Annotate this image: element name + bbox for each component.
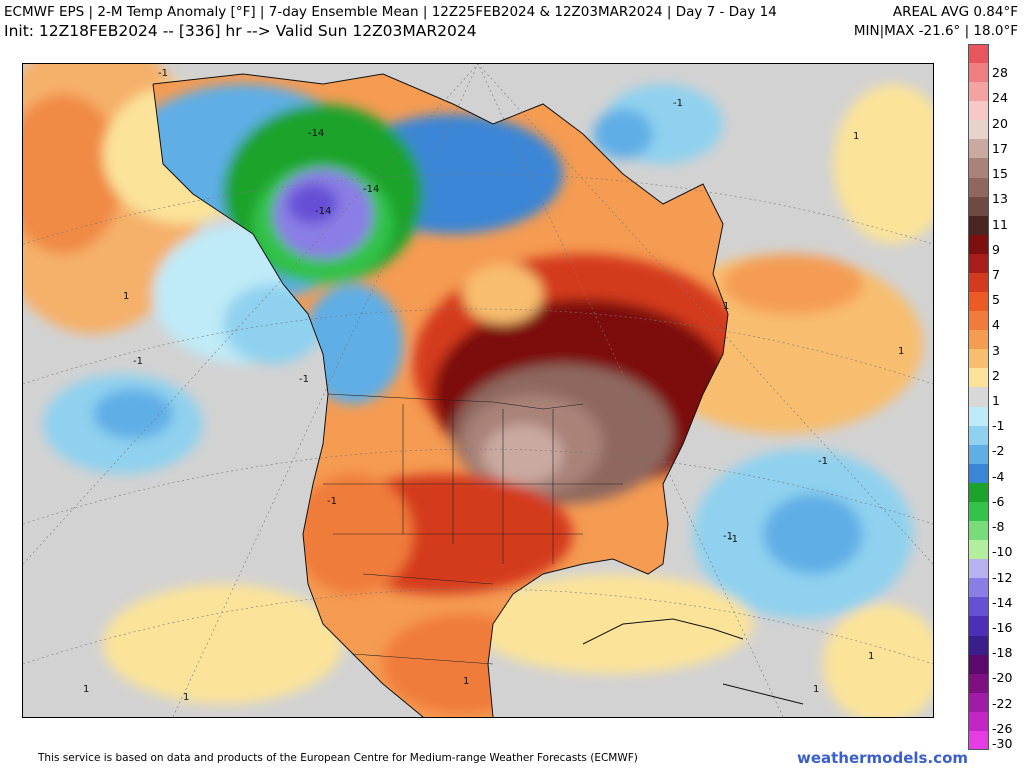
legend-swatch [968,463,1024,484]
graticule [23,64,933,717]
contour-label: 1 [723,301,729,312]
legend-label: -14 [992,595,1013,610]
legend-label: 2 [992,368,1000,383]
legend-swatch [968,730,1024,751]
contour-label: 1 [868,651,874,662]
legend-swatch [968,101,1024,121]
legend-label: -10 [992,544,1013,559]
legend-label: -18 [992,645,1013,660]
legend-label: -16 [992,620,1013,635]
legend-swatch [968,158,1024,179]
init-valid-time: Init: 12Z18FEB2024 -- [336] hr --> Valid… [4,22,477,40]
color-legend: 28 24 20 17 15 13 11 9 7 5 4 3 2 1 -1 -2 -4 -6 -8 -10 -12 -14… [968,44,1024,751]
contour-label: -1 [818,456,828,467]
legend-swatch [968,44,1024,64]
contour-label: -1 [158,68,168,79]
legend-swatch [968,673,1024,694]
legend-label: -1 [992,418,1005,433]
legend-label: -2 [992,443,1005,458]
legend-label: -30 [992,736,1013,751]
legend-swatch [968,711,1024,732]
legend-swatch [968,540,1024,560]
contour-label: -1 [327,496,337,507]
legend-label: 5 [992,292,1000,307]
legend-label: -12 [992,570,1013,585]
legend-swatch [968,196,1024,217]
contour-label: -1 [133,356,143,367]
legend-swatch [968,253,1024,274]
contour-label: 1 [463,676,469,687]
legend-label: 3 [992,343,1000,358]
min-max-values: MIN|MAX -21.6° | 18.0°F [853,23,1018,39]
contour-label: 1 [83,684,89,695]
legend-label: 13 [992,191,1008,206]
legend-label: -8 [992,519,1005,534]
political-borders [323,393,623,665]
contour-label: -14 [363,184,379,195]
legend-label: 20 [992,116,1008,131]
contour-label: -1 [723,531,733,542]
legend-swatch [968,120,1024,140]
legend-swatch [968,559,1024,579]
legend-swatch [968,349,1024,369]
legend-swatch [968,406,1024,427]
contour-label: -1 [299,374,309,385]
contour-label: -14 [315,206,331,217]
legend-swatch [968,234,1024,255]
contour-label: -1 [673,98,683,109]
legend-label: 1 [992,393,1000,408]
contour-label: -1 [728,534,738,545]
contour-label: 1 [123,291,129,302]
contour-label: 1 [183,692,189,703]
legend-swatch [968,177,1024,198]
ocean-anomaly-shading [23,64,933,717]
legend-swatch [968,368,1024,388]
legend-swatch [968,482,1024,503]
legend-swatch [968,616,1024,636]
legend-label: 9 [992,242,1000,257]
legend-swatch [968,521,1024,541]
contour-labels: -1 -1 -1 -1 -1 -1 -1 -14 -14 -14 1 1 1 1… [83,68,904,703]
ecmwf-attribution: This service is based on data and produc… [38,752,638,764]
legend-label: 17 [992,141,1008,156]
legend-swatch [968,272,1024,293]
legend-swatch [968,387,1024,408]
legend-swatch [968,444,1024,465]
legend-swatch [968,654,1024,675]
legend-label: -6 [992,494,1005,509]
legend-swatch [968,501,1024,522]
contour-label: 1 [853,131,859,142]
legend-swatch [968,578,1024,598]
legend-label: -20 [992,670,1013,685]
legend-swatch [968,597,1024,617]
legend-label: 11 [992,217,1008,232]
legend-label: 15 [992,166,1008,181]
legend-label: 24 [992,90,1008,105]
legend-swatch [968,692,1024,713]
contour-label: 1 [813,684,819,695]
legend-swatch [968,292,1024,312]
legend-label: 4 [992,317,1000,332]
legend-swatch [968,311,1024,331]
areal-average: AREAL AVG 0.84°F [892,4,1018,20]
contour-label: -14 [308,128,324,139]
legend-swatch [968,139,1024,159]
legend-swatch [968,330,1024,350]
legend-swatch [968,425,1024,446]
legend-label: -26 [992,721,1013,736]
contour-label: 1 [898,346,904,357]
legend-swatch [968,63,1024,83]
legend-swatch [968,82,1024,102]
legend-label: 7 [992,267,1000,282]
map-title: ECMWF EPS | 2-M Temp Anomaly [°F] | 7-da… [4,4,777,20]
legend-label: 28 [992,65,1008,80]
legend-swatch [968,215,1024,236]
anomaly-map-svg: -1 -1 -1 -1 -1 -1 -1 -14 -14 -14 1 1 1 1… [23,64,933,717]
anomaly-map: -1 -1 -1 -1 -1 -1 -1 -14 -14 -14 1 1 1 1… [22,63,934,718]
legend-label: -4 [992,469,1005,484]
legend-label: -22 [992,696,1013,711]
legend-swatch [968,635,1024,656]
brand-link[interactable]: weathermodels.com [796,749,968,767]
